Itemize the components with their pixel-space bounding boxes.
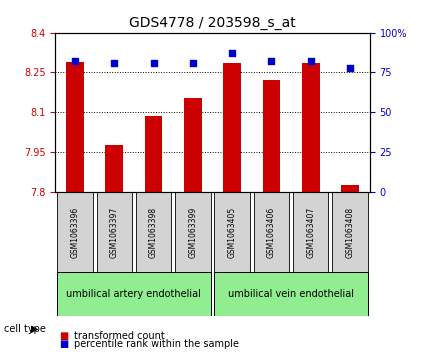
Text: ■: ■ (60, 339, 69, 349)
Point (307, 58, 314, 64)
Title: GDS4778 / 203598_s_at: GDS4778 / 203598_s_at (129, 16, 296, 30)
Text: GSM1063398: GSM1063398 (149, 207, 158, 258)
Point (71, 58, 78, 64)
Text: GSM1063405: GSM1063405 (228, 207, 237, 258)
FancyBboxPatch shape (57, 192, 93, 273)
Point (150, 60, 157, 66)
Text: ▶: ▶ (31, 323, 38, 334)
Bar (66, 62, 84, 192)
Text: umbilical vein endothelial: umbilical vein endothelial (228, 289, 354, 299)
Point (268, 58, 275, 64)
Point (111, 60, 118, 66)
Text: ■: ■ (60, 331, 69, 341)
FancyBboxPatch shape (215, 273, 368, 316)
FancyBboxPatch shape (215, 192, 250, 273)
Bar (341, 185, 359, 192)
Text: umbilical artery endothelial: umbilical artery endothelial (66, 289, 201, 299)
FancyBboxPatch shape (96, 192, 132, 273)
Text: percentile rank within the sample: percentile rank within the sample (74, 339, 239, 349)
Bar (223, 63, 241, 192)
Bar (144, 116, 162, 192)
Bar (302, 63, 320, 192)
Text: transformed count: transformed count (74, 331, 165, 341)
Text: GSM1063396: GSM1063396 (71, 207, 79, 258)
Text: GSM1063399: GSM1063399 (188, 207, 197, 258)
Text: GSM1063407: GSM1063407 (306, 207, 315, 258)
Point (347, 65, 354, 70)
Bar (263, 80, 280, 192)
Bar (105, 145, 123, 192)
FancyBboxPatch shape (254, 192, 289, 273)
FancyBboxPatch shape (293, 192, 329, 273)
Bar (184, 98, 202, 192)
Text: GSM1063397: GSM1063397 (110, 207, 119, 258)
Text: GSM1063406: GSM1063406 (267, 207, 276, 258)
FancyBboxPatch shape (175, 192, 210, 273)
FancyBboxPatch shape (136, 192, 171, 273)
Point (190, 60, 196, 66)
FancyBboxPatch shape (57, 273, 210, 316)
Text: GSM1063408: GSM1063408 (346, 207, 354, 258)
Text: cell type: cell type (4, 323, 46, 334)
FancyBboxPatch shape (332, 192, 368, 273)
Point (229, 50, 235, 56)
